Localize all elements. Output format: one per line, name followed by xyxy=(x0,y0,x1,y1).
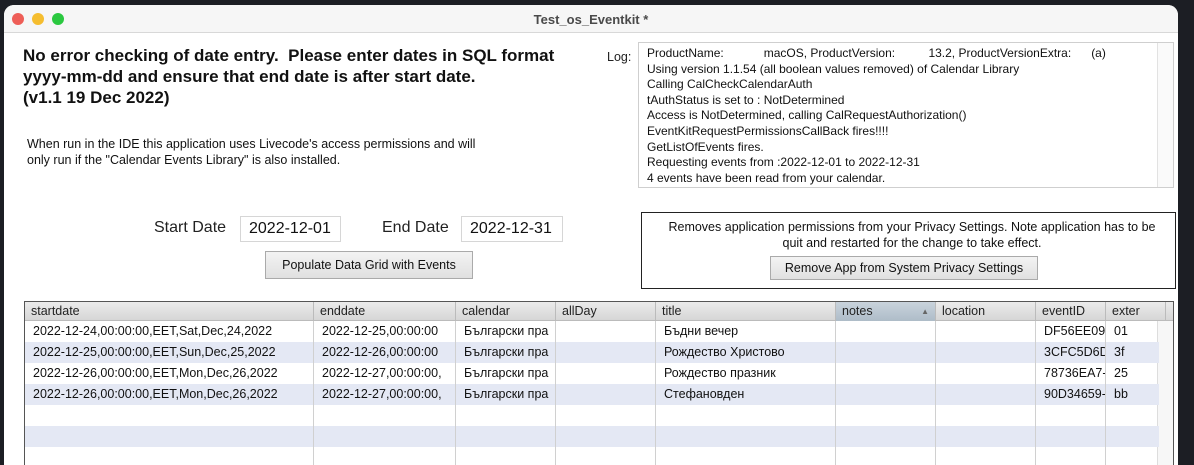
table-row[interactable]: 2022-12-26,00:00:00,EET,Mon,Dec,26,2022 2… xyxy=(25,363,1159,384)
cell-exter: 01 xyxy=(1114,324,1128,338)
app-window: Test_os_Eventkit * No error checking of … xyxy=(4,5,1178,465)
empty-row[interactable] xyxy=(25,405,1159,426)
cell-allDay xyxy=(556,384,656,405)
cell-allDay xyxy=(556,342,656,363)
column-header-startdate[interactable]: startdate xyxy=(25,302,314,321)
remove-privacy-button[interactable]: Remove App from System Privacy Settings xyxy=(770,256,1038,280)
minimize-button[interactable] xyxy=(32,13,44,25)
column-divider xyxy=(655,321,656,465)
log-label: Log: xyxy=(607,50,632,64)
cell-exter: 3f xyxy=(1114,345,1125,359)
end-date-input[interactable]: 2022-12-31 xyxy=(461,216,563,242)
cell-notes xyxy=(836,321,936,342)
cell-allDay xyxy=(556,321,656,342)
cell-title: Рождество Христово xyxy=(664,345,785,359)
cell-enddate: 2022-12-27,00:00:00, xyxy=(322,387,442,401)
column-header-calendar[interactable]: calendar xyxy=(456,302,556,321)
table-row[interactable]: 2022-12-24,00:00:00,EET,Sat,Dec,24,2022 2… xyxy=(25,321,1159,342)
cell-enddate: 2022-12-25,00:00:00 xyxy=(322,324,439,338)
column-divider xyxy=(935,321,936,465)
cell-eventID: 3CFC5D6D-34 xyxy=(1044,345,1106,359)
ide-note: When run in the IDE this application use… xyxy=(27,137,476,167)
grid-header: startdate enddate calendar allDay title notes… xyxy=(25,302,1173,321)
title-bar: Test_os_Eventkit * xyxy=(4,5,1178,33)
cell-startdate: 2022-12-26,00:00:00,EET,Mon,Dec,26,2022 xyxy=(33,366,278,380)
column-header-exter[interactable]: exter xyxy=(1106,302,1166,321)
cell-calendar: Български пра xyxy=(464,324,549,338)
column-header-title[interactable]: title xyxy=(656,302,836,321)
column-header-eventID[interactable]: eventID xyxy=(1036,302,1106,321)
cell-notes xyxy=(836,363,936,384)
cell-location xyxy=(936,384,1036,405)
table-row[interactable]: 2022-12-25,00:00:00,EET,Sun,Dec,25,2022 2… xyxy=(25,342,1159,363)
column-header-enddate[interactable]: enddate xyxy=(314,302,456,321)
column-divider xyxy=(313,321,314,465)
column-header-location[interactable]: location xyxy=(936,302,1036,321)
log-scrollbar[interactable] xyxy=(1157,43,1173,187)
close-button[interactable] xyxy=(12,13,24,25)
privacy-panel: Removes application permissions from you… xyxy=(641,212,1176,289)
cell-notes xyxy=(836,384,936,405)
populate-button[interactable]: Populate Data Grid with Events xyxy=(265,251,473,279)
cell-exter: bb xyxy=(1114,387,1128,401)
cell-location xyxy=(936,321,1036,342)
cell-exter: 25 xyxy=(1114,366,1128,380)
cell-startdate: 2022-12-25,00:00:00,EET,Sun,Dec,25,2022 xyxy=(33,345,276,359)
cell-location xyxy=(936,342,1036,363)
cell-notes xyxy=(836,342,936,363)
column-divider xyxy=(455,321,456,465)
column-divider xyxy=(835,321,836,465)
cell-calendar: Български пра xyxy=(464,345,549,359)
maximize-button[interactable] xyxy=(52,13,64,25)
instructions-heading: No error checking of date entry. Please … xyxy=(23,46,555,107)
column-header-allDay[interactable]: allDay xyxy=(556,302,656,321)
cell-startdate: 2022-12-26,00:00:00,EET,Mon,Dec,26,2022 xyxy=(33,387,278,401)
column-divider xyxy=(1105,321,1106,465)
cell-enddate: 2022-12-26,00:00:00 xyxy=(322,345,439,359)
cell-startdate: 2022-12-24,00:00:00,EET,Sat,Dec,24,2022 xyxy=(33,324,273,338)
cell-calendar: Български пра xyxy=(464,387,549,401)
cell-title: Рождество празник xyxy=(664,366,776,380)
log-field[interactable]: ProductName: macOS, ProductVersion: 13.2… xyxy=(638,42,1174,188)
table-row[interactable]: 2022-12-26,00:00:00,EET,Mon,Dec,26,2022 2… xyxy=(25,384,1159,405)
sort-ascending-icon: ▲ xyxy=(921,307,929,316)
cell-title: Бъдни вечер xyxy=(664,324,739,338)
events-data-grid[interactable]: startdate enddate calendar allDay title notes… xyxy=(24,301,1174,465)
cell-eventID: 78736EA7-CBD xyxy=(1044,366,1106,380)
start-date-input[interactable]: 2022-12-01 xyxy=(240,216,341,242)
column-divider xyxy=(555,321,556,465)
end-date-label: End Date xyxy=(382,219,449,236)
cell-title: Стефановден xyxy=(664,387,745,401)
column-divider xyxy=(1035,321,1036,465)
cell-calendar: Български пра xyxy=(464,366,549,380)
empty-row[interactable] xyxy=(25,447,1159,465)
start-date-label: Start Date xyxy=(154,219,227,236)
cell-location xyxy=(936,363,1036,384)
cell-eventID: 90D34659-EA xyxy=(1044,387,1106,401)
privacy-text: Removes application permissions from you… xyxy=(668,220,1156,250)
cell-eventID: DF56EE09-AAA xyxy=(1044,324,1106,338)
window-title: Test_os_Eventkit * xyxy=(533,12,649,27)
cell-allDay xyxy=(556,363,656,384)
column-header-notes[interactable]: notes ▲ xyxy=(836,302,936,321)
log-text: ProductName: macOS, ProductVersion: 13.2… xyxy=(647,46,1106,185)
cell-enddate: 2022-12-27,00:00:00, xyxy=(322,366,442,380)
empty-row[interactable] xyxy=(25,426,1159,447)
